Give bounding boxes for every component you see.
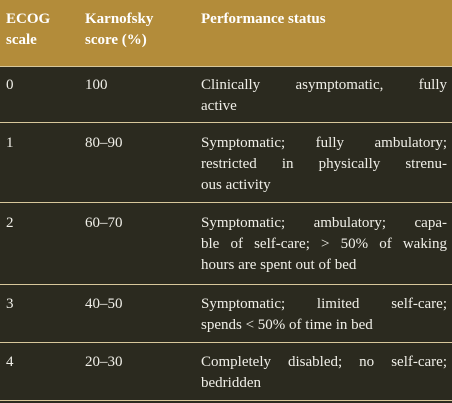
header-karnofsky-line-2: score (%) (85, 32, 147, 48)
status-cell: Clinically asymptomatic, fully active (201, 75, 447, 117)
header-ecog-line-1: ECOG (6, 11, 51, 27)
table-row: 1 80–90 Symptomatic; fully ambulatory; r… (0, 122, 452, 203)
karnofsky-cell: 20–30 (85, 354, 123, 370)
table-row: 3 40–50 Symptomatic; limited self-care; … (0, 284, 452, 343)
status-line: restricted in physically strenu- (201, 156, 447, 172)
karnofsky-cell: 40–50 (85, 296, 123, 312)
karnofsky-cell: 60–70 (85, 215, 123, 231)
table-row: 4 20–30 Completely disabled; no self-car… (0, 342, 452, 401)
ecog-cell: 4 (6, 354, 14, 370)
status-cell: Symptomatic; limited self-care; spends <… (201, 294, 447, 336)
header-ecog-line-2: scale (6, 32, 37, 48)
status-line: spends < 50% of time in bed (201, 317, 373, 333)
karnofsky-cell: 80–90 (85, 135, 123, 151)
status-line: ble of self-care; > 50% of waking (201, 236, 447, 252)
header-performance-status: Performance status (201, 9, 447, 30)
ecog-cell: 2 (6, 215, 14, 231)
status-line: hours are spent out of bed (201, 257, 357, 273)
header-karnofsky-score: Karnofsky score (%) (85, 9, 153, 51)
status-cell: Symptomatic; ambulatory; capa- ble of se… (201, 213, 447, 276)
header-ecog-scale: ECOG scale (6, 9, 50, 51)
status-line: Symptomatic; limited self-care; (201, 296, 447, 312)
header-karnofsky-line-1: Karnofsky (85, 11, 154, 27)
status-line: Symptomatic; fully ambulatory; (201, 135, 447, 151)
status-line: active (201, 98, 237, 114)
karnofsky-cell: 100 (85, 77, 108, 93)
header-performance-line-1: Performance status (201, 11, 326, 27)
status-cell: Completely disabled; no self-care; bedri… (201, 352, 447, 394)
status-line: Completely disabled; no self-care; (201, 354, 447, 370)
status-line: bedridden (201, 375, 261, 391)
table-row: 2 60–70 Symptomatic; ambulatory; capa- b… (0, 202, 452, 285)
status-line: Clinically asymptomatic, fully (201, 77, 447, 93)
status-cell: Symptomatic; fully ambulatory; restricte… (201, 133, 447, 196)
status-line: Symptomatic; ambulatory; capa- (201, 215, 447, 231)
ecog-cell: 0 (6, 77, 14, 93)
status-line: ous activity (201, 177, 271, 193)
ecog-cell: 1 (6, 135, 14, 151)
ecog-cell: 3 (6, 296, 14, 312)
table-row: 0 100 Clinically asymptomatic, fully act… (0, 66, 452, 123)
table-bottom-border (0, 400, 452, 401)
table-header: ECOG scale Karnofsky score (%) Performan… (0, 0, 452, 66)
